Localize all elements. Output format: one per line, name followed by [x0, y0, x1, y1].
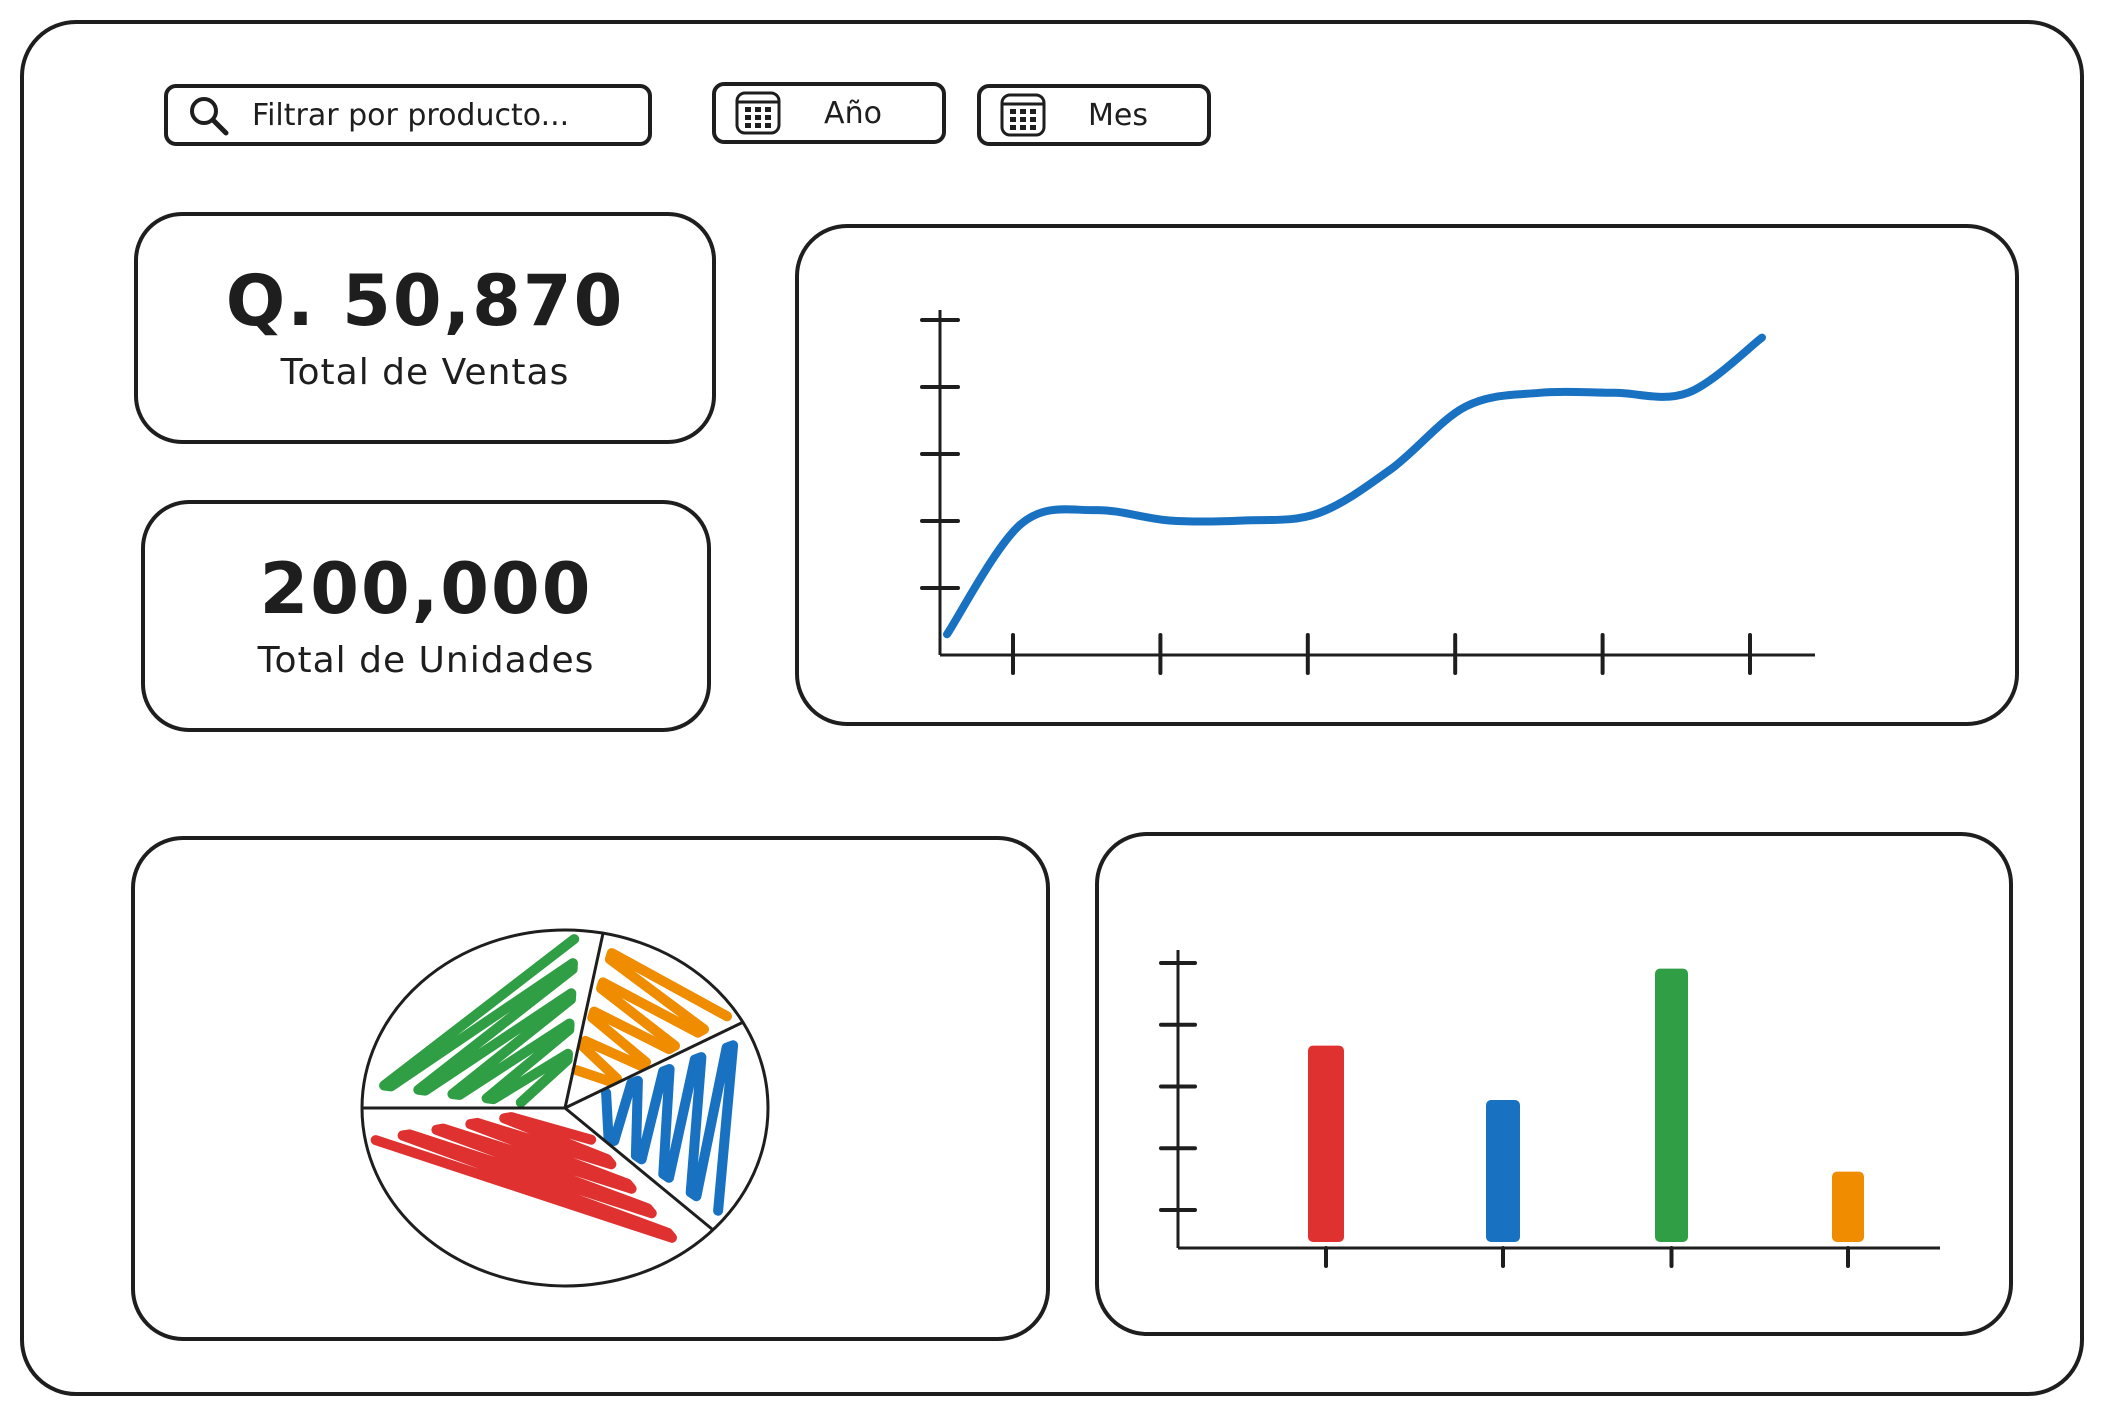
line-chart-panel [795, 224, 2019, 726]
search-icon [186, 93, 230, 137]
pie-slice [379, 934, 580, 1108]
pie-slice [571, 948, 732, 1087]
bar [1486, 1099, 1520, 1242]
bar [1655, 968, 1688, 1242]
kpi-label: Total de Ventas [280, 352, 570, 393]
product-filter-input[interactable]: Filtrar por producto... [164, 84, 652, 146]
kpi-value: 200,000 [259, 548, 593, 630]
kpi-card-total-unidades: 200,000 Total de Unidades [141, 500, 711, 732]
pie-slice [601, 1040, 739, 1216]
pie-divider [564, 1106, 714, 1232]
pie-divider [563, 932, 605, 1109]
kpi-label: Total de Unidades [257, 640, 595, 681]
year-select-label: Año [824, 95, 882, 131]
bar [1832, 1171, 1864, 1242]
calendar-icon [734, 90, 782, 136]
pie-divider [564, 1020, 744, 1110]
bar-chart-panel [1095, 832, 2013, 1336]
kpi-value: Q. 50,870 [225, 260, 625, 342]
month-select[interactable]: Mes [977, 84, 1211, 146]
line-chart-series [943, 333, 1766, 639]
calendar-icon [999, 92, 1047, 138]
dashboard-frame [20, 20, 2084, 1396]
pie-slice [370, 1112, 677, 1243]
year-select[interactable]: Año [712, 82, 946, 144]
product-filter-placeholder: Filtrar por producto... [252, 97, 570, 133]
month-select-label: Mes [1088, 97, 1148, 133]
bar [1308, 1045, 1344, 1242]
kpi-card-total-ventas: Q. 50,870 Total de Ventas [134, 212, 716, 444]
